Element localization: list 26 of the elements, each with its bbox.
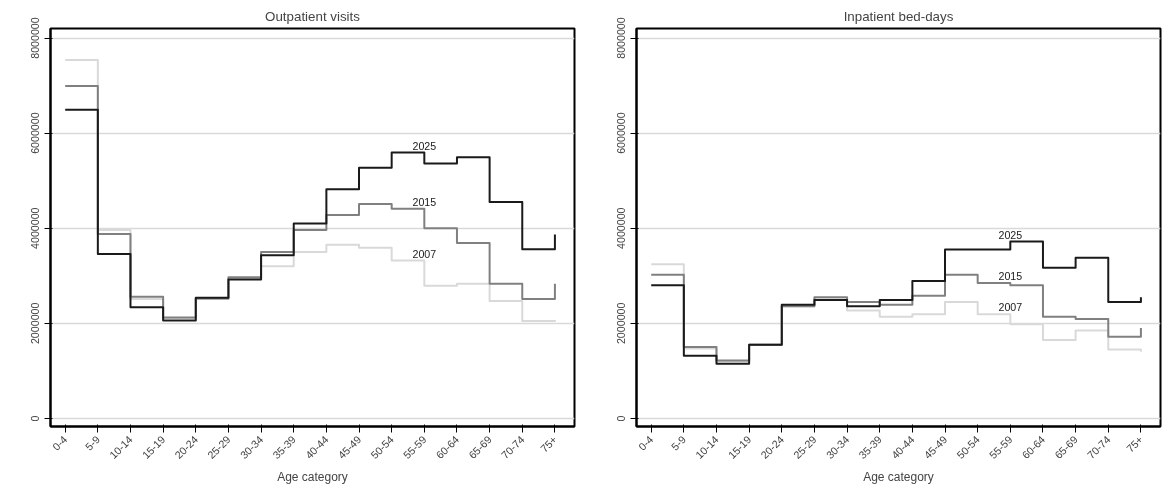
chart-title: Outpatient visits bbox=[265, 8, 361, 24]
series-label: 2025 bbox=[998, 228, 1023, 241]
series-label: 2025 bbox=[412, 139, 437, 152]
y-tick-label: 8000000 bbox=[615, 17, 628, 59]
x-axis-title: Age category bbox=[277, 470, 348, 485]
series-label: 2007 bbox=[412, 247, 437, 260]
x-axis-title: Age category bbox=[863, 470, 934, 485]
y-tick-label: 4000000 bbox=[29, 207, 42, 249]
y-tick-label: 0 bbox=[29, 415, 42, 422]
chart-title: Inpatient bed-days bbox=[843, 8, 954, 24]
x-tick-label: 0-4 bbox=[50, 433, 70, 453]
x-tick-label: 0-4 bbox=[636, 433, 656, 453]
series-label: 2015 bbox=[998, 269, 1023, 282]
y-tick-label: 0 bbox=[615, 415, 628, 422]
series-label: 2015 bbox=[412, 195, 437, 208]
y-tick-label: 4000000 bbox=[615, 207, 628, 249]
y-tick-label: 8000000 bbox=[29, 17, 42, 59]
y-tick-label: 2000000 bbox=[615, 302, 628, 345]
x-tick-label: 5-9 bbox=[82, 433, 103, 453]
y-tick-label: 6000000 bbox=[615, 112, 628, 154]
x-tick-label: 5-9 bbox=[668, 433, 689, 453]
y-tick-label: 2000000 bbox=[29, 302, 42, 345]
x-tick-label: 75+ bbox=[537, 433, 560, 455]
series-label: 2007 bbox=[998, 301, 1023, 314]
x-tick-label: 75+ bbox=[1123, 433, 1146, 455]
y-tick-label: 6000000 bbox=[29, 112, 42, 154]
